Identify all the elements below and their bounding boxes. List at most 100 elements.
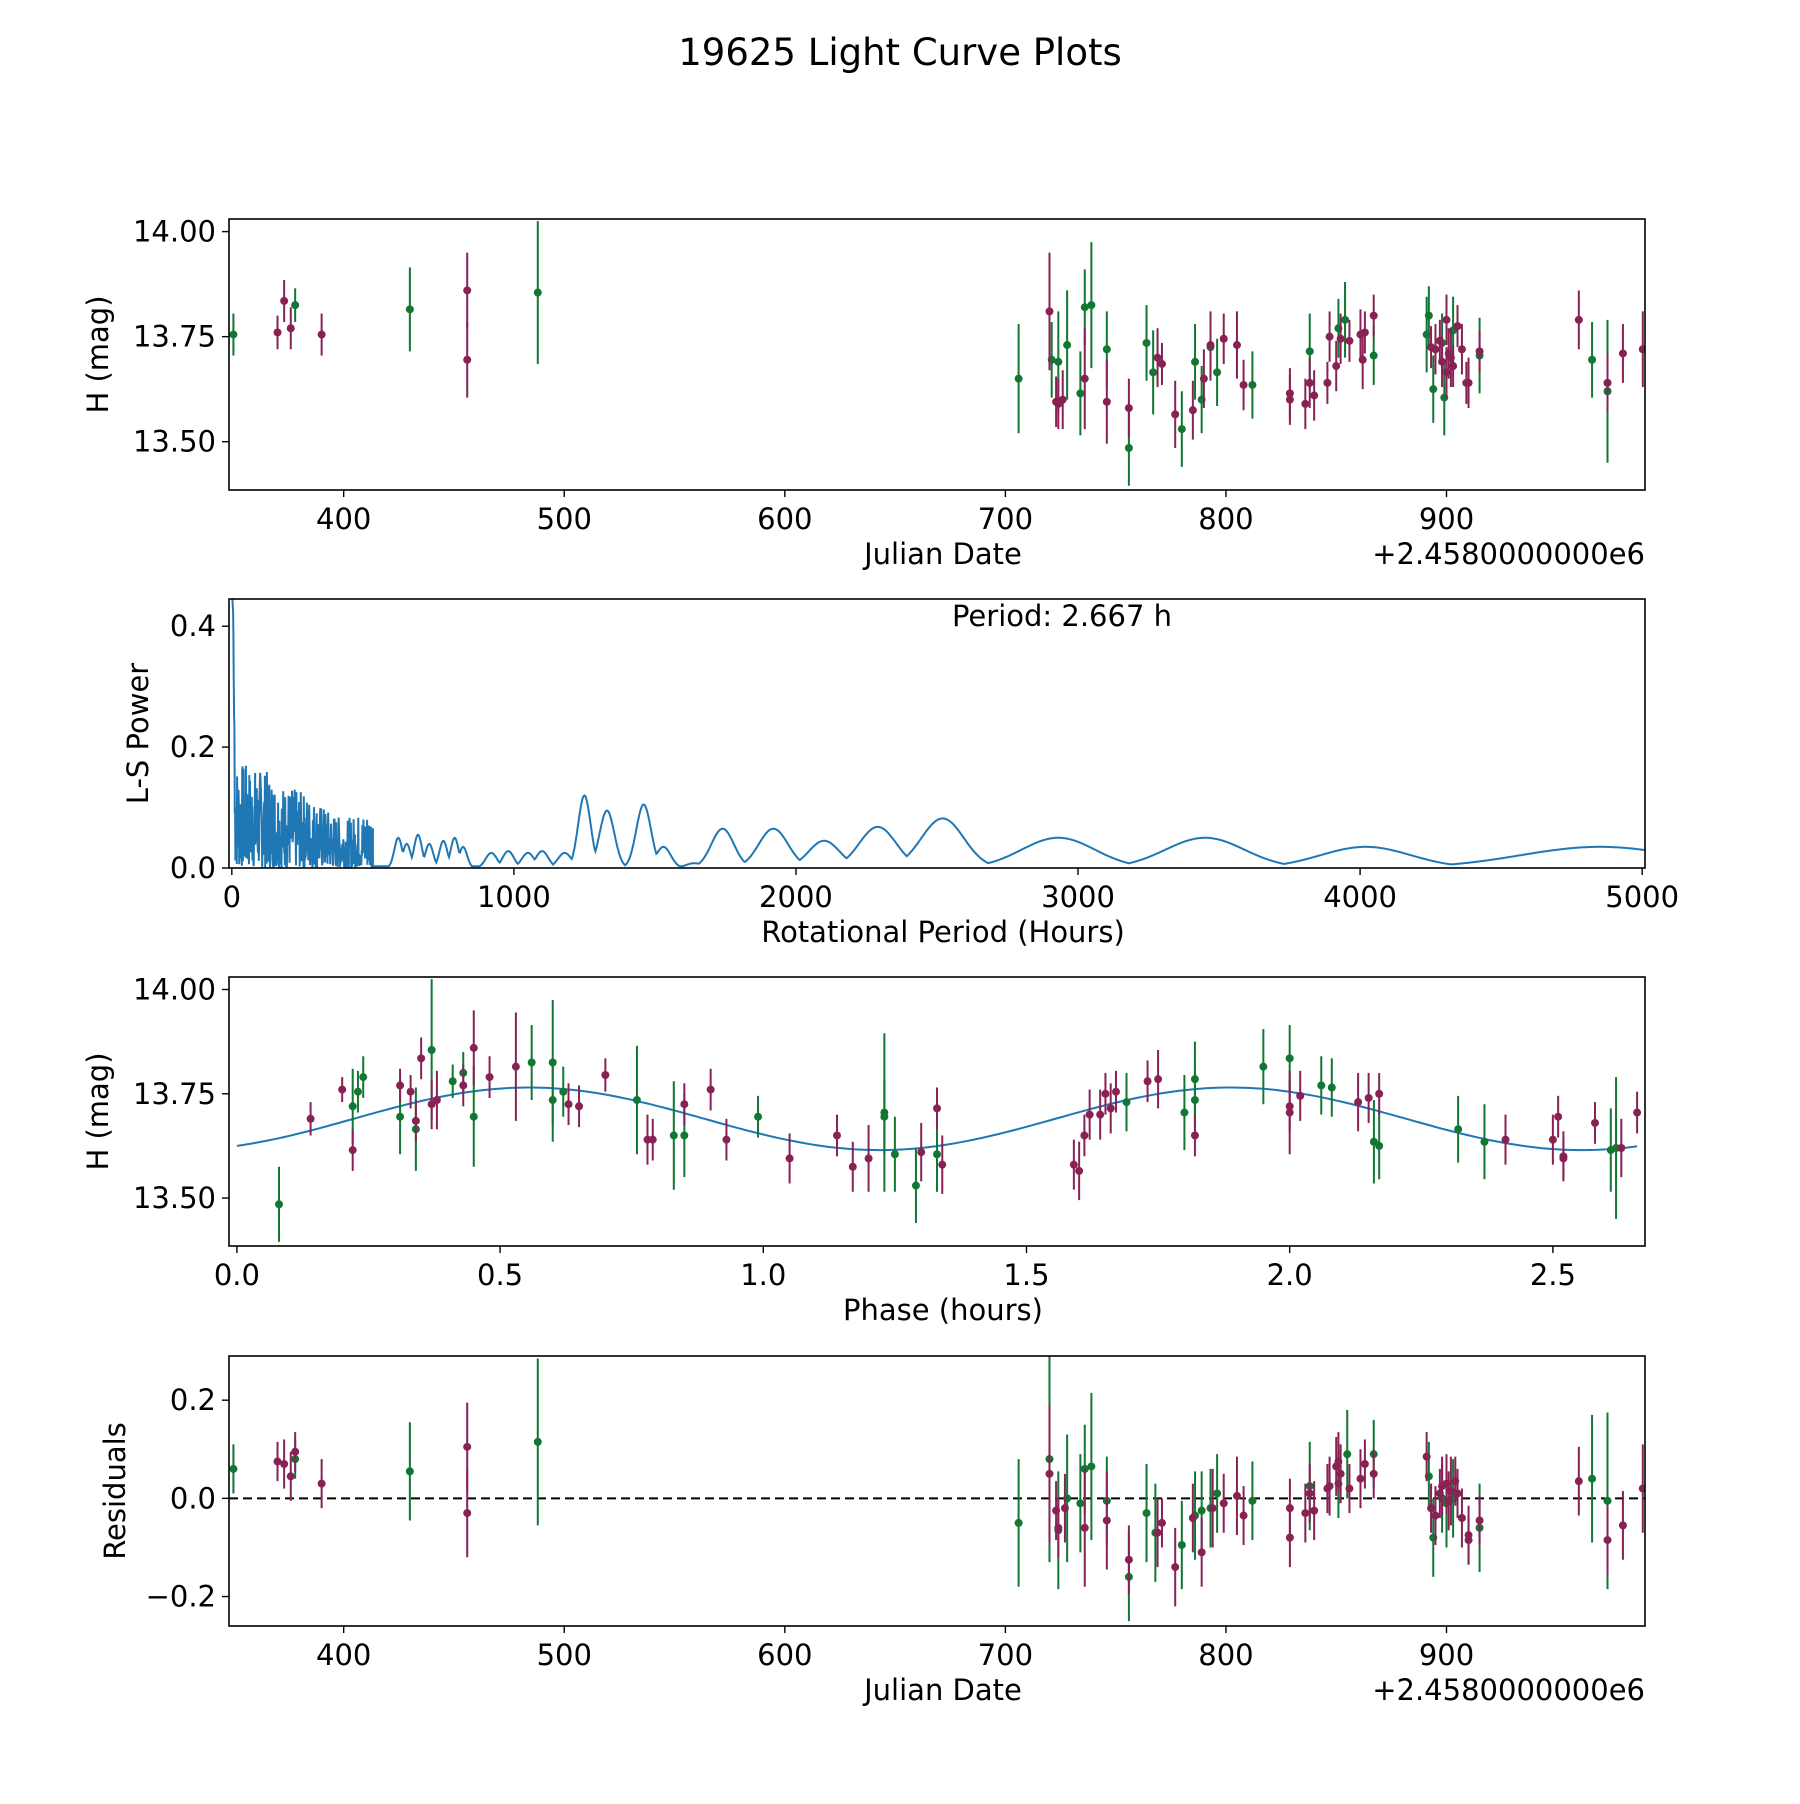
data-point-magenta xyxy=(1617,1143,1626,1152)
data-point-magenta xyxy=(1171,410,1180,419)
x-tick-label: 1.5 xyxy=(1003,1258,1049,1292)
x-axis-label: Rotational Period (Hours) xyxy=(761,915,1125,949)
data-point-magenta xyxy=(1422,1452,1431,1461)
data-point-magenta xyxy=(1442,368,1451,377)
data-point-green xyxy=(353,1087,362,1096)
data-point-magenta xyxy=(348,1146,357,1155)
data-point-magenta xyxy=(1305,1489,1314,1498)
data-point-magenta xyxy=(933,1104,941,1113)
data-point-magenta xyxy=(785,1154,794,1163)
data-point-magenta xyxy=(459,1081,468,1090)
data-point-green xyxy=(1102,345,1111,354)
y-tick-label: 13.50 xyxy=(133,1181,216,1215)
data-point-magenta xyxy=(1045,307,1054,316)
data-point-magenta xyxy=(1054,1523,1063,1532)
data-point-green xyxy=(1142,338,1151,347)
x-tick-label: 800 xyxy=(1198,1638,1253,1672)
data-point-magenta xyxy=(1080,1131,1089,1140)
data-point-magenta xyxy=(1197,1548,1206,1557)
data-point-magenta xyxy=(1453,1489,1462,1498)
data-point-magenta xyxy=(864,1154,873,1163)
data-point-magenta xyxy=(848,1162,857,1171)
data-point-magenta xyxy=(1574,1477,1583,1486)
data-point-magenta xyxy=(1345,336,1354,345)
data-point-magenta xyxy=(306,1114,315,1123)
y-tick-label: 14.00 xyxy=(133,973,216,1007)
data-point-magenta xyxy=(1111,1087,1120,1096)
data-point-magenta xyxy=(1154,1075,1163,1084)
data-point-magenta xyxy=(706,1085,715,1094)
data-point-green xyxy=(1603,1496,1612,1505)
data-point-green xyxy=(1588,355,1597,364)
data-point-green xyxy=(1191,357,1200,366)
x-axis-label: Julian Date xyxy=(862,1673,1022,1707)
data-point-magenta xyxy=(411,1116,420,1125)
data-point-magenta xyxy=(1239,380,1248,389)
data-point-magenta xyxy=(1080,374,1089,383)
data-point-magenta xyxy=(1143,1077,1152,1086)
data-point-magenta xyxy=(1239,1511,1248,1520)
data-point-magenta xyxy=(1475,1516,1484,1525)
data-point-magenta xyxy=(1442,1479,1451,1488)
data-point-magenta xyxy=(1232,341,1241,350)
data-point-magenta xyxy=(1334,1457,1343,1466)
data-point-magenta xyxy=(1124,1555,1133,1564)
data-point-magenta xyxy=(1603,1536,1612,1545)
data-point-magenta xyxy=(1633,1108,1642,1117)
data-point-green xyxy=(291,301,300,310)
y-axis-label: Residuals xyxy=(98,1422,132,1560)
data-point-magenta xyxy=(1618,1521,1627,1530)
x-tick-label: 2.0 xyxy=(1267,1258,1313,1292)
data-point-green xyxy=(348,1102,357,1111)
data-point-magenta xyxy=(1369,1469,1378,1478)
data-point-magenta xyxy=(1325,332,1334,341)
data-point-magenta xyxy=(1285,1108,1294,1117)
plot-area xyxy=(229,221,1645,486)
data-point-green xyxy=(1190,1096,1199,1105)
data-point-green xyxy=(1424,311,1433,320)
x-axis-label: Phase (hours) xyxy=(843,1293,1043,1327)
data-point-green xyxy=(1197,1506,1206,1515)
plot-area xyxy=(229,1356,1645,1622)
x-tick-label: 400 xyxy=(316,1638,371,1672)
data-point-magenta xyxy=(1548,1135,1557,1144)
data-point-magenta xyxy=(601,1071,610,1080)
data-point-magenta xyxy=(1285,389,1294,398)
data-point-magenta xyxy=(1102,1516,1111,1525)
x-tick-label: 700 xyxy=(978,502,1033,536)
data-point-magenta xyxy=(1332,362,1341,371)
data-point-green xyxy=(1076,1499,1085,1508)
figure-title: 19625 Light Curve Plots xyxy=(678,31,1122,74)
data-point-magenta xyxy=(1369,311,1378,320)
x-tick-label: 0 xyxy=(223,880,241,914)
x-tick-label: 2000 xyxy=(759,880,833,914)
data-point-magenta xyxy=(1345,1484,1354,1493)
x-tick-label: 5000 xyxy=(1605,880,1679,914)
data-point-magenta xyxy=(273,328,282,337)
y-tick-label: 14.00 xyxy=(133,215,216,249)
data-point-magenta xyxy=(1285,1533,1294,1542)
data-point-magenta xyxy=(1438,357,1447,366)
panel-1: 400 500 600 700 800 900 13.50 13.75 14.00 Julian … xyxy=(81,215,1646,571)
data-point-magenta xyxy=(1554,1112,1563,1121)
data-point-green xyxy=(1177,1541,1186,1549)
data-point-magenta xyxy=(469,1043,478,1052)
data-point-magenta xyxy=(832,1131,841,1140)
data-point-magenta xyxy=(680,1100,689,1109)
data-point-green xyxy=(275,1200,284,1209)
data-point-magenta xyxy=(1285,1102,1294,1111)
data-point-green xyxy=(229,1464,238,1473)
period-annotation: Period: 2.667 h xyxy=(952,599,1172,633)
data-point-magenta xyxy=(1285,395,1294,404)
data-point-green xyxy=(1177,425,1186,434)
data-point-magenta xyxy=(1285,1504,1294,1513)
data-point-magenta xyxy=(1301,1509,1310,1518)
data-point-green xyxy=(1087,1462,1096,1471)
y-tick-label: 0.2 xyxy=(170,1383,216,1417)
data-point-green xyxy=(1454,1125,1463,1134)
data-point-green xyxy=(1259,1062,1268,1071)
data-point-magenta xyxy=(1296,1091,1305,1100)
data-point-magenta xyxy=(1442,315,1451,324)
data-point-magenta xyxy=(291,1447,300,1456)
data-point-magenta xyxy=(1464,378,1473,387)
